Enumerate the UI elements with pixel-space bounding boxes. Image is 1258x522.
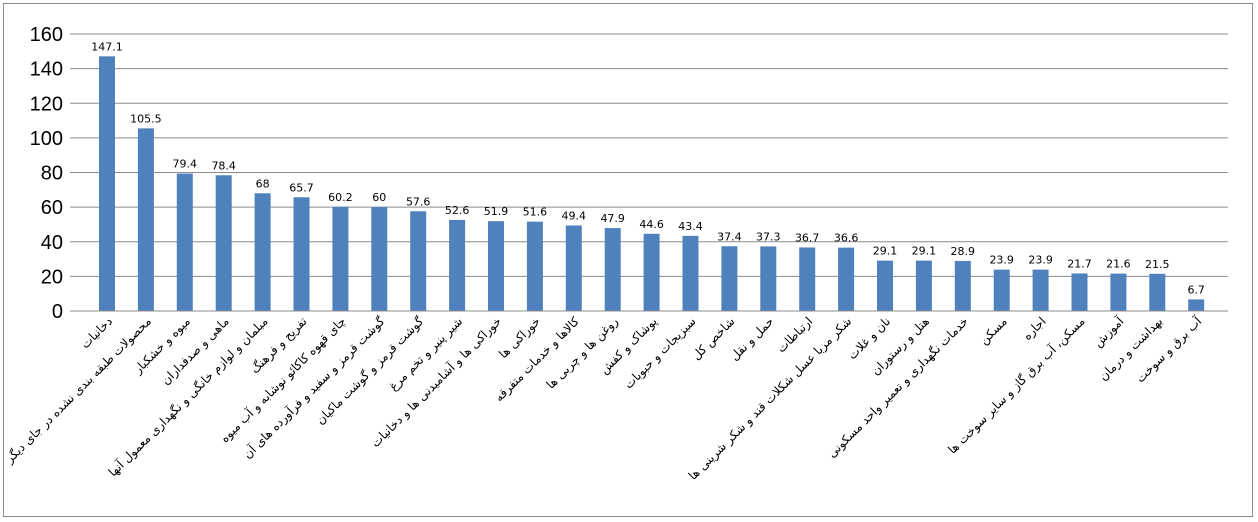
data-label: 65.7 — [289, 181, 314, 194]
data-label: 6.7 — [1187, 283, 1205, 296]
data-label: 37.4 — [717, 230, 742, 243]
data-label: 44.6 — [639, 218, 664, 231]
bar — [137, 128, 154, 311]
data-label: 79.4 — [173, 158, 198, 171]
bar — [838, 247, 855, 311]
bar — [215, 175, 232, 311]
bar — [176, 173, 193, 311]
data-label: 78.4 — [211, 159, 236, 172]
bar — [1149, 273, 1166, 311]
bar — [1032, 269, 1049, 311]
x-tick-label: خدمات نگهداری و تعمیر واحد مسکونی — [825, 314, 972, 461]
x-tick-label: دخانیات — [78, 314, 115, 351]
data-label: 51.9 — [484, 205, 509, 218]
bar — [877, 260, 893, 311]
x-tick-label: مسکن، آب برق گاز و سایر سوخت ها — [944, 314, 1088, 458]
bar — [993, 269, 1010, 311]
data-label: 21.6 — [1106, 258, 1131, 271]
bar — [488, 221, 504, 311]
bar — [332, 206, 349, 311]
y-tick-label: 80 — [41, 163, 63, 185]
y-tick-label: 160 — [30, 24, 63, 46]
data-label: 29.1 — [873, 245, 898, 258]
bars — [99, 56, 1205, 311]
data-label: 51.6 — [523, 206, 548, 219]
bar — [254, 193, 271, 311]
y-axis-ticks: 0 20 40 60 80 100 120 140 160 — [30, 24, 63, 323]
data-label: 52.6 — [445, 204, 470, 217]
data-labels: 147.1 105.5 79.4 78.4 68 65.7 60.2 60 57.6 52.6 51… — [91, 40, 1205, 296]
data-label: 105.5 — [130, 112, 162, 125]
x-tick-label: آموزش — [1090, 313, 1128, 351]
y-tick-label: 0 — [52, 301, 63, 323]
data-label: 29.1 — [912, 245, 937, 258]
y-tick-label: 60 — [41, 197, 63, 219]
bar — [293, 197, 310, 311]
bar — [1071, 273, 1088, 311]
x-tick-label: سبزیجات و حبوبات — [621, 314, 699, 392]
data-label: 68 — [256, 177, 270, 190]
bar — [760, 246, 777, 311]
y-tick-label: 100 — [30, 128, 63, 150]
data-label: 28.9 — [951, 245, 976, 258]
data-label: 147.1 — [91, 40, 123, 53]
data-label: 21.7 — [1067, 257, 1092, 270]
x-tick-label: گوشت قرمز و سفید و فرآورده های آن — [240, 313, 389, 462]
bar — [682, 235, 699, 311]
data-label: 57.6 — [406, 195, 431, 208]
data-label: 60 — [372, 191, 386, 204]
x-tick-label: ماهی و صدفداران — [159, 314, 233, 388]
data-label: 43.4 — [678, 220, 703, 233]
data-label: 47.9 — [600, 212, 625, 225]
data-label: 36.6 — [834, 232, 859, 245]
bar — [799, 247, 816, 311]
bar — [1188, 299, 1205, 311]
bar — [643, 233, 660, 311]
bar — [915, 260, 932, 311]
x-tick-label: مسکن — [977, 314, 1011, 348]
bar — [565, 225, 582, 311]
data-label: 23.9 — [1028, 254, 1053, 267]
y-tick-label: 120 — [30, 93, 63, 115]
bar — [954, 260, 971, 311]
bar — [604, 228, 621, 311]
y-tick-label: 140 — [30, 59, 63, 81]
x-tick-label: اجاره — [1020, 314, 1049, 343]
bar — [721, 246, 738, 311]
data-label: 37.3 — [756, 230, 781, 243]
bar — [526, 221, 543, 311]
bar — [410, 211, 427, 311]
bar — [1110, 273, 1127, 311]
chart-frame — [3, 3, 1253, 517]
bar — [371, 207, 388, 311]
data-label: 21.5 — [1145, 258, 1170, 271]
x-tick-label: آب برق و سوخت — [1132, 313, 1205, 386]
y-tick-label: 40 — [41, 232, 63, 254]
bar — [99, 56, 115, 311]
bar — [449, 219, 466, 311]
data-label: 36.7 — [795, 231, 820, 244]
y-tick-label: 20 — [41, 266, 63, 288]
data-label: 23.9 — [989, 254, 1014, 267]
data-label: 49.4 — [562, 209, 587, 222]
data-label: 60.2 — [328, 191, 353, 204]
